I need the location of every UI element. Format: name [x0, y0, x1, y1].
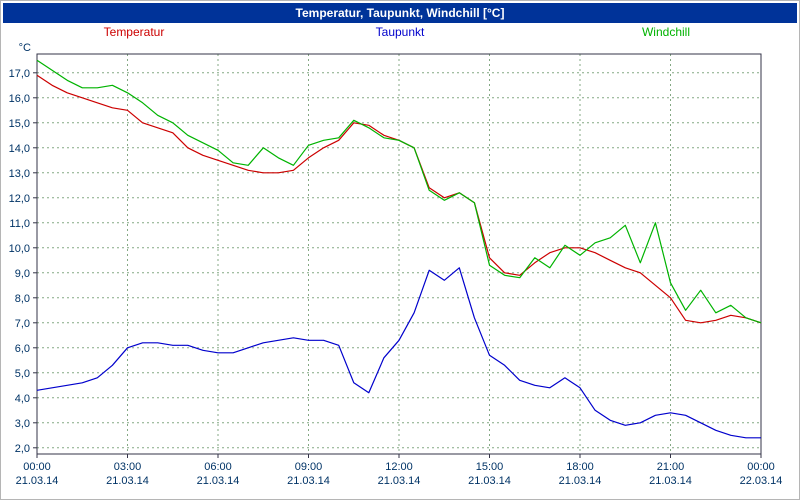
svg-text:12:00: 12:00 [385, 461, 413, 473]
svg-text:°C: °C [19, 42, 31, 54]
svg-text:00:00: 00:00 [23, 461, 51, 473]
svg-text:21.03.14: 21.03.14 [16, 475, 59, 487]
svg-text:7,0: 7,0 [15, 318, 30, 330]
chart-legend: Temperatur Taupunkt Windchill [1, 23, 799, 41]
svg-text:21.03.14: 21.03.14 [197, 475, 240, 487]
svg-text:9,0: 9,0 [15, 268, 30, 280]
svg-text:3,0: 3,0 [15, 418, 30, 430]
svg-text:21.03.14: 21.03.14 [106, 475, 149, 487]
svg-text:17,0: 17,0 [9, 68, 30, 80]
svg-text:21:00: 21:00 [657, 461, 685, 473]
svg-text:21.03.14: 21.03.14 [287, 475, 330, 487]
svg-text:14,0: 14,0 [9, 143, 30, 155]
svg-text:21.03.14: 21.03.14 [649, 475, 692, 487]
svg-text:16,0: 16,0 [9, 93, 30, 105]
legend-item-taupunkt: Taupunkt [375, 25, 425, 39]
svg-text:21.03.14: 21.03.14 [378, 475, 421, 487]
svg-text:00:00: 00:00 [747, 461, 775, 473]
svg-text:15,0: 15,0 [9, 118, 30, 130]
svg-text:4,0: 4,0 [15, 393, 30, 405]
chart-plot: 2,0 3,0 4,0 5,0 6,0 7,0 8,0 9,0 10,0 11,0 12,0 13,0… [9, 42, 783, 487]
svg-text:12,0: 12,0 [9, 193, 30, 205]
svg-text:18:00: 18:00 [566, 461, 594, 473]
svg-text:10,0: 10,0 [9, 243, 30, 255]
svg-text:09:00: 09:00 [295, 461, 323, 473]
svg-text:13,0: 13,0 [9, 168, 30, 180]
chart-title: Temperatur, Taupunkt, Windchill [°C] [295, 6, 505, 20]
title-bar: Temperatur, Taupunkt, Windchill [°C] [3, 3, 797, 23]
svg-text:03:00: 03:00 [114, 461, 142, 473]
svg-text:22.03.14: 22.03.14 [740, 475, 783, 487]
svg-text:8,0: 8,0 [15, 293, 30, 305]
svg-text:15:00: 15:00 [476, 461, 504, 473]
svg-text:2,0: 2,0 [15, 443, 30, 455]
svg-text:21.03.14: 21.03.14 [468, 475, 511, 487]
legend-item-temperatur: Temperatur [103, 25, 165, 39]
svg-text:21.03.14: 21.03.14 [559, 475, 602, 487]
svg-text:6,0: 6,0 [15, 343, 30, 355]
svg-text:11,0: 11,0 [9, 218, 30, 230]
svg-text:5,0: 5,0 [15, 368, 30, 380]
svg-text:06:00: 06:00 [204, 461, 232, 473]
legend-item-windchill: Windchill [641, 25, 690, 39]
